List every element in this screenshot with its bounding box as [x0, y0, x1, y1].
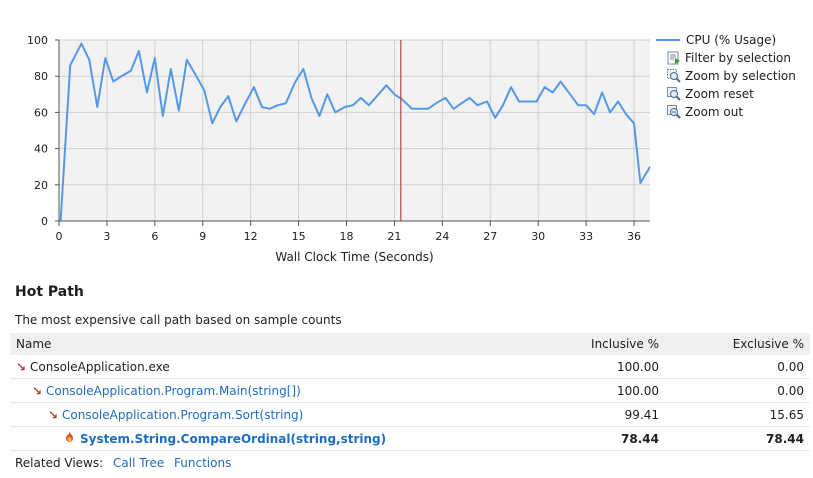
hot-path-arrow-icon: ↘: [48, 407, 59, 422]
exclusive-column-header[interactable]: Exclusive %: [665, 333, 810, 355]
x-tick-label: 18: [340, 230, 354, 243]
hot-path-title: Hot Path: [15, 284, 84, 300]
function-name: ConsoleApplication.exe: [30, 359, 170, 374]
table-row[interactable]: ↘ ConsoleApplication.exe 100.00 0.00: [10, 355, 810, 379]
hot-path-arrow-icon: ↘: [16, 359, 27, 374]
exclusive-value: 0.00: [665, 378, 810, 403]
function-link[interactable]: System.String.CompareOrdinal(string,stri…: [80, 432, 387, 446]
hot-path-header-row: Name Inclusive % Exclusive %: [10, 333, 810, 355]
x-tick-label: 9: [199, 230, 206, 243]
chart-legend: CPU (% Usage) Filter by selection Zoom b…: [656, 31, 796, 121]
zoom-reset-button[interactable]: Zoom reset: [656, 85, 796, 103]
y-tick-label: 100: [27, 34, 48, 47]
name-column-header[interactable]: Name: [10, 333, 520, 355]
functions-link[interactable]: Functions: [174, 456, 232, 470]
filter-by-selection-label: Filter by selection: [685, 51, 792, 65]
zoom-out-label: Zoom out: [685, 105, 744, 119]
inclusive-column-header[interactable]: Inclusive %: [520, 333, 665, 355]
inclusive-value: 100.00: [520, 355, 665, 379]
zoom-by-selection-button[interactable]: Zoom by selection: [656, 67, 796, 85]
table-row[interactable]: ↘ ConsoleApplication.Program.Main(string[…: [10, 378, 810, 403]
exclusive-value: 78.44: [665, 426, 810, 451]
hot-path-description: The most expensive call path based on sa…: [15, 313, 342, 327]
y-tick-label: 20: [34, 179, 48, 192]
table-row[interactable]: System.String.CompareOrdinal(string,stri…: [10, 426, 810, 451]
x-tick-label: 3: [103, 230, 110, 243]
flame-icon: [64, 431, 76, 446]
hot-path-table: Name Inclusive % Exclusive % ↘ ConsoleApp…: [10, 333, 810, 451]
table-row[interactable]: ↘ ConsoleApplication.Program.Sort(string)…: [10, 402, 810, 427]
exclusive-value: 0.00: [665, 355, 810, 379]
zoom-out-button[interactable]: Zoom out: [656, 103, 796, 121]
inclusive-value: 99.41: [520, 402, 665, 427]
call-tree-link[interactable]: Call Tree: [113, 456, 165, 470]
x-tick-label: 12: [244, 230, 258, 243]
zoom-reset-icon: [667, 87, 681, 101]
plot-area[interactable]: [59, 40, 650, 221]
cpu-series-swatch: [656, 39, 680, 41]
hot-path-arrow-icon: ↘: [32, 383, 43, 398]
cpu-usage-series-line: [59, 42, 651, 222]
filter-icon: [667, 51, 681, 65]
x-tick-label: 36: [627, 230, 641, 243]
inclusive-value: 100.00: [520, 378, 665, 403]
zoom-selection-icon: [667, 69, 681, 83]
related-views-label: Related Views:: [15, 456, 104, 470]
function-link[interactable]: ConsoleApplication.Program.Sort(string): [62, 407, 304, 422]
x-tick-label: 33: [579, 230, 593, 243]
y-tick-label: 40: [34, 143, 48, 156]
y-tick-label: 60: [34, 106, 48, 119]
related-views: Related Views: Call Tree Functions: [15, 456, 231, 470]
x-tick-label: 15: [292, 230, 306, 243]
x-tick-label: 21: [387, 230, 401, 243]
inclusive-value: 78.44: [520, 426, 665, 451]
zoom-out-icon: [667, 105, 681, 119]
legend-series-cpu: CPU (% Usage): [656, 31, 796, 49]
y-tick-label: 0: [41, 215, 48, 228]
exclusive-value: 15.65: [665, 402, 810, 427]
x-tick-label: 6: [151, 230, 158, 243]
x-tick-label: 30: [531, 230, 545, 243]
legend-series-label: CPU (% Usage): [686, 33, 777, 47]
x-axis-label: Wall Clock Time (Seconds): [275, 250, 433, 264]
zoom-reset-label: Zoom reset: [685, 87, 754, 101]
function-link[interactable]: ConsoleApplication.Program.Main(string[]…: [46, 383, 301, 398]
zoom-by-selection-label: Zoom by selection: [685, 69, 796, 83]
x-tick-label: 24: [435, 230, 449, 243]
x-tick-label: 0: [56, 230, 63, 243]
y-tick-label: 80: [34, 70, 48, 83]
x-tick-label: 27: [483, 230, 497, 243]
filter-by-selection-button[interactable]: Filter by selection: [656, 49, 796, 67]
